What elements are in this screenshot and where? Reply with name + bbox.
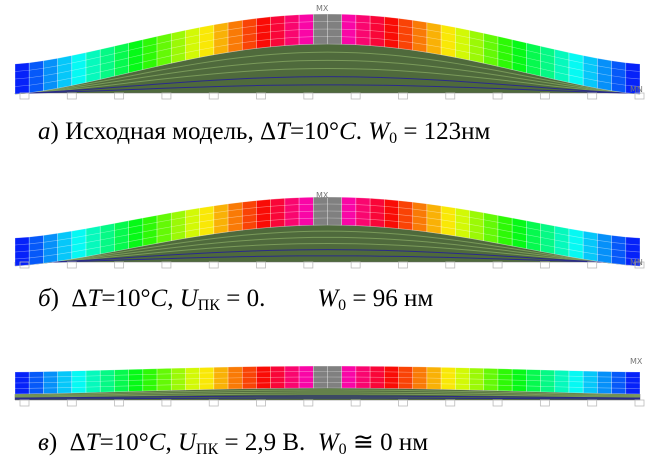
support bbox=[162, 93, 171, 99]
support bbox=[540, 400, 549, 406]
support bbox=[351, 400, 360, 406]
caption-part: W bbox=[318, 429, 339, 456]
caption: а) Исходная модель, ΔT=10°C. W0 = 123нм bbox=[38, 118, 490, 148]
caption-part: а bbox=[38, 118, 51, 145]
support bbox=[67, 262, 76, 268]
support bbox=[67, 93, 76, 99]
caption-part: 0 bbox=[389, 130, 397, 147]
caption-part: =10° bbox=[101, 285, 150, 312]
support bbox=[351, 262, 360, 268]
min-label: MN bbox=[630, 258, 643, 267]
caption-part: 0 bbox=[338, 297, 346, 314]
caption: б) ΔT=10°C, UПК = 0. W0 = 96 нм bbox=[38, 285, 433, 315]
fem-images: MX MN MX MN MX bbox=[0, 0, 650, 471]
caption-part: , bbox=[165, 429, 178, 456]
support bbox=[635, 400, 644, 406]
caption-part: T bbox=[276, 118, 290, 145]
caption: в) ΔT=10°C, UПК = 2,9 В. W0 ≅ 0 нм bbox=[38, 427, 428, 459]
support bbox=[540, 262, 549, 268]
support bbox=[588, 262, 597, 268]
support bbox=[446, 262, 455, 268]
support bbox=[162, 400, 171, 406]
support bbox=[493, 262, 502, 268]
caption-part: ) Исходная модель, Δ bbox=[51, 118, 277, 145]
caption-part: U bbox=[178, 429, 196, 456]
caption-part: T bbox=[86, 429, 100, 456]
caption-part: , bbox=[167, 285, 180, 312]
caption-part: C bbox=[339, 118, 356, 145]
support bbox=[398, 93, 407, 99]
caption-part: ) Δ bbox=[49, 429, 86, 456]
support bbox=[209, 262, 218, 268]
caption-part: W bbox=[317, 285, 338, 312]
caption-part: C bbox=[149, 429, 166, 456]
min-label: MN bbox=[630, 85, 643, 94]
support bbox=[209, 400, 218, 406]
support bbox=[351, 93, 360, 99]
caption-part: T bbox=[87, 285, 101, 312]
support bbox=[398, 262, 407, 268]
fem-model bbox=[15, 14, 644, 99]
caption-part: W bbox=[368, 118, 389, 145]
support bbox=[398, 400, 407, 406]
caption-part: = 123нм bbox=[397, 118, 490, 145]
fem-model bbox=[15, 366, 644, 406]
support bbox=[540, 93, 549, 99]
support bbox=[446, 93, 455, 99]
caption-part: в bbox=[38, 429, 49, 456]
support bbox=[588, 93, 597, 99]
support bbox=[20, 400, 29, 406]
support bbox=[493, 93, 502, 99]
support bbox=[257, 400, 266, 406]
support bbox=[162, 262, 171, 268]
support bbox=[67, 400, 76, 406]
support bbox=[209, 93, 218, 99]
caption-part: ПК bbox=[196, 441, 218, 458]
caption-part: = 2,9 В. bbox=[218, 429, 318, 456]
support bbox=[257, 93, 266, 99]
caption-part: =10° bbox=[290, 118, 339, 145]
support bbox=[588, 400, 597, 406]
caption-part: C bbox=[151, 285, 168, 312]
support bbox=[115, 262, 124, 268]
support bbox=[257, 262, 266, 268]
support bbox=[446, 400, 455, 406]
support bbox=[304, 93, 313, 99]
max-label: MX bbox=[630, 357, 643, 366]
caption-part: = 0. bbox=[220, 285, 265, 312]
caption-part: 0 bbox=[339, 441, 347, 458]
caption-part: ≅ 0 нм bbox=[347, 429, 428, 456]
figure: MX MN MX MN MX а) Исходная модель, ΔT=10… bbox=[0, 0, 650, 471]
caption-part: =10° bbox=[100, 429, 149, 456]
caption-part: ) Δ bbox=[51, 285, 88, 312]
caption-part: б bbox=[38, 285, 51, 312]
caption-part: U bbox=[180, 285, 198, 312]
caption-part: = 96 нм bbox=[346, 285, 433, 312]
support bbox=[493, 400, 502, 406]
support bbox=[304, 262, 313, 268]
max-label: MX bbox=[316, 4, 329, 13]
support bbox=[20, 93, 29, 99]
support bbox=[115, 93, 124, 99]
fem-model bbox=[15, 197, 644, 268]
max-label: MX bbox=[316, 191, 329, 200]
support bbox=[115, 400, 124, 406]
caption-part: . bbox=[356, 118, 369, 145]
caption-part: ПК bbox=[198, 297, 220, 314]
support bbox=[304, 400, 313, 406]
